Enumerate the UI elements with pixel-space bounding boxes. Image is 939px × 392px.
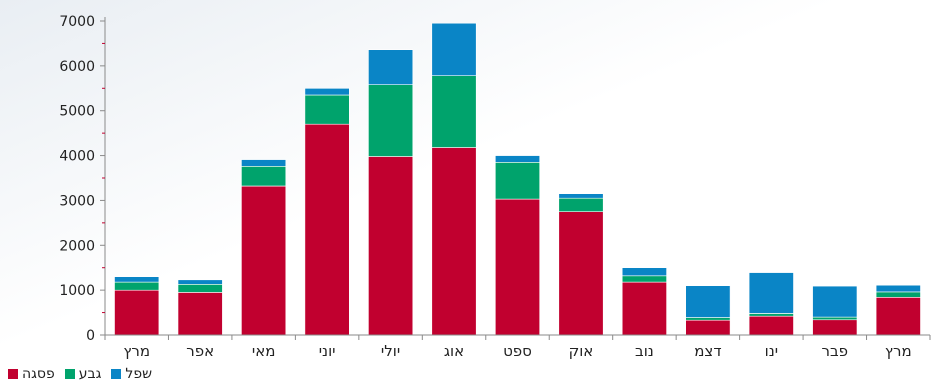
y-tick-label: 4000 — [59, 149, 95, 165]
bar-segment-1 — [558, 197, 604, 212]
legend-item-mid: גבע — [64, 366, 102, 382]
x-tick-label: מרץ — [123, 342, 150, 360]
bar-segment-0 — [685, 319, 731, 336]
x-tick-label: מאי — [252, 342, 276, 360]
bar-segment-1 — [177, 283, 223, 293]
legend: פסגה גבע שפל — [8, 366, 152, 382]
legend-label-low: שפל — [125, 366, 153, 382]
bar-segment-0 — [812, 319, 858, 336]
legend-swatch-mid — [64, 369, 75, 379]
legend-swatch-low — [111, 369, 122, 379]
x-tick-label: ספט — [503, 342, 532, 360]
y-tick-label: 7000 — [59, 14, 95, 30]
y-tick-label: 0 — [86, 328, 95, 344]
bar-segment-0 — [368, 156, 414, 336]
bar-segment-2 — [114, 276, 160, 283]
bar-segment-1 — [812, 316, 858, 321]
y-tick-label: 3000 — [59, 193, 95, 209]
bar-segment-1 — [875, 291, 921, 298]
x-tick-label: נוב — [635, 342, 654, 360]
bar-segment-0 — [494, 198, 540, 336]
bar-segment-2 — [177, 279, 223, 285]
x-tick-label: דצמ — [694, 342, 721, 360]
legend-item-low: שפל — [111, 366, 152, 382]
bar-segment-0 — [875, 296, 921, 336]
y-tick-label: 2000 — [59, 238, 95, 254]
x-tick-label: אוק — [569, 342, 594, 360]
x-tick-label: אוג — [444, 342, 464, 360]
legend-label-mid: גבע — [78, 366, 102, 382]
legend-label-peak: פסגה — [22, 366, 55, 382]
bar-segment-1 — [621, 275, 667, 283]
bar-segment-1 — [114, 281, 160, 291]
bar-segment-1 — [304, 94, 350, 125]
bar-segment-0 — [748, 315, 794, 336]
x-tick-label: מרץ — [885, 342, 912, 360]
bar-segment-1 — [431, 75, 477, 148]
bar-segment-0 — [304, 123, 350, 336]
x-tick-label: יוני — [319, 342, 336, 360]
bar-segment-2 — [241, 159, 287, 167]
bar-segment-2 — [685, 285, 731, 318]
x-tick-label: יולי — [381, 342, 400, 360]
bar-segment-2 — [748, 272, 794, 314]
x-axis: מרץ אפר מאי יוני יולי אוג ספט אוק נוב דצמ ינו פבר מר… — [104, 334, 931, 360]
legend-swatch-peak — [8, 369, 18, 379]
bar-segment-2 — [812, 285, 858, 318]
bar-segment-1 — [494, 162, 540, 200]
bars — [114, 22, 921, 336]
bar-segment-0 — [558, 211, 604, 336]
bar-segment-0 — [431, 147, 477, 336]
bar-segment-0 — [177, 292, 223, 336]
bar-segment-1 — [685, 317, 731, 321]
bar-segment-1 — [748, 313, 794, 317]
y-tick-label: 5000 — [59, 104, 95, 120]
bar-segment-0 — [114, 289, 160, 336]
bar-segment-1 — [241, 166, 287, 187]
bar-segment-0 — [621, 281, 667, 336]
y-tick-label: 6000 — [59, 59, 95, 75]
bar-segment-1 — [368, 84, 414, 157]
x-tick-label: פבר — [822, 342, 849, 360]
bar-segment-2 — [621, 267, 667, 277]
bar-segment-2 — [431, 22, 477, 77]
y-axis: 0 1000 2000 3000 4000 5000 6000 7000 — [59, 14, 106, 344]
bar-segment-2 — [304, 88, 350, 96]
x-tick-label: אפר — [186, 342, 214, 360]
bar-segment-0 — [241, 185, 287, 336]
bar-segment-2 — [558, 193, 604, 199]
bar-segment-2 — [875, 284, 921, 293]
legend-item-peak: פסגה — [8, 366, 55, 382]
y-tick-label: 1000 — [59, 283, 95, 299]
x-tick-label: ינו — [765, 342, 778, 360]
bar-segment-2 — [368, 49, 414, 86]
bar-segment-2 — [494, 155, 540, 163]
